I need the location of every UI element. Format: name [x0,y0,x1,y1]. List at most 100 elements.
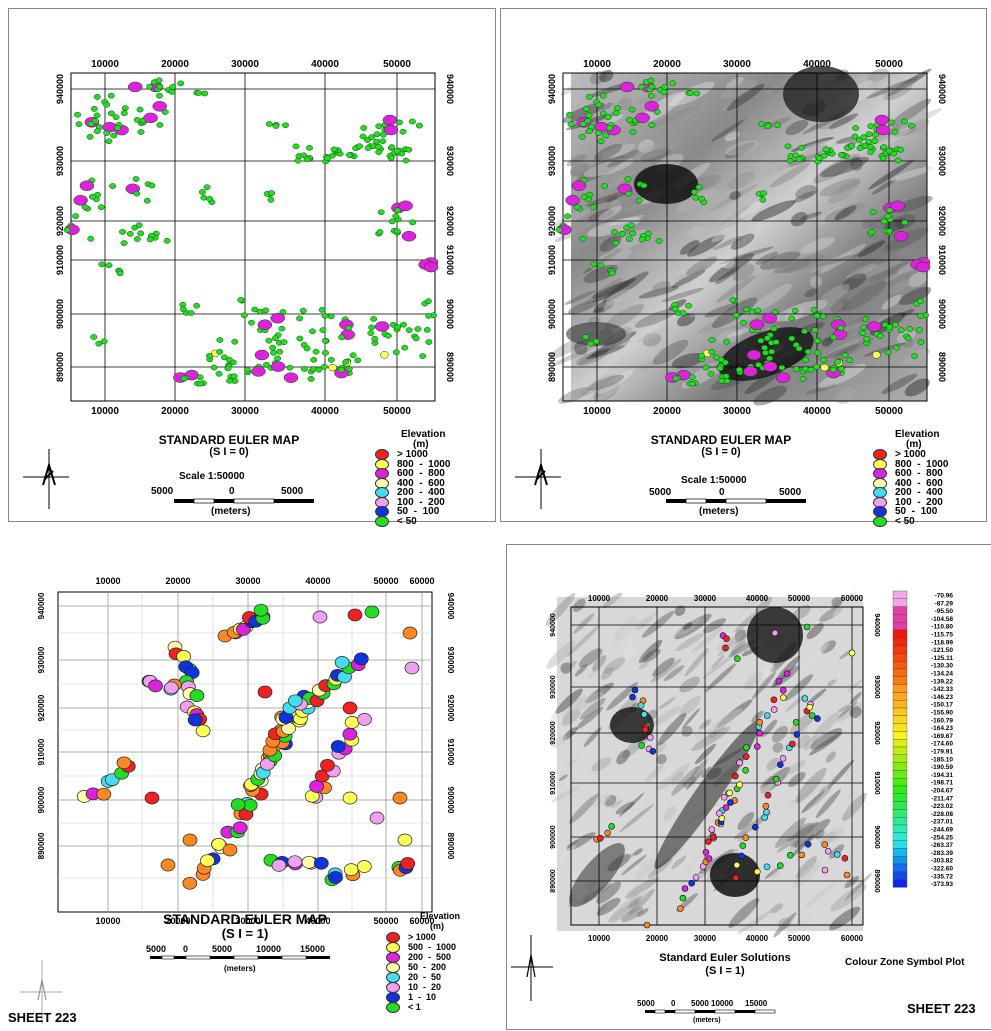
legend-item: 200 - 500 [386,951,456,963]
euler-solution [230,373,238,380]
euler-solution [756,729,764,737]
euler-solution [754,307,762,314]
scale-text: Scale 1:50000 [179,471,245,482]
scale-bar [150,955,330,960]
euler-solution [169,84,177,90]
euler-solution [555,227,563,233]
euler-solution [695,184,703,191]
euler-solution [791,307,799,314]
euler-solution [345,325,353,331]
colour-zone-value: -335.72 [931,873,953,880]
euler-solution [764,123,772,129]
colour-zone-swatch [892,856,908,865]
colour-zone-value: -95.50 [935,608,954,615]
euler-solution [262,307,270,314]
scale-label-2: 5000 [779,487,802,498]
euler-solution [300,366,308,372]
euler-solution [801,328,808,335]
euler-solution [887,119,895,126]
euler-solution [807,366,815,373]
euler-solution [689,380,696,387]
euler-solution [63,227,71,233]
euler-solution [321,312,329,319]
map-frame [70,72,436,402]
euler-solution [267,197,275,203]
euler-solution [754,743,761,750]
scale-unit: (meters) [211,506,251,517]
euler-solution [640,182,648,189]
euler-solution [373,138,381,145]
euler-solution [863,335,871,342]
legend-label: > 1000 [895,449,926,461]
euler-solution [635,112,650,124]
euler-solution [87,121,95,127]
euler-solution [392,349,400,356]
euler-solution [891,128,899,135]
legend-item: 50 - 200 [386,961,456,973]
euler-solution [613,105,621,111]
y-tick-right: 900000 [446,787,455,814]
euler-solution [121,105,129,111]
map-subtitle: (S I = 1) [221,926,269,941]
y-tick-right: 920000 [873,721,880,744]
scale-bar [174,498,314,504]
euler-solution [114,125,122,131]
colour-zone-value: -87.29 [935,600,954,607]
euler-solution [820,363,829,372]
euler-solution [890,200,905,212]
euler-solution [779,687,787,694]
euler-solution [755,361,762,368]
colour-zone-swatch [892,653,908,662]
euler-solution [876,332,884,339]
euler-solution [265,337,273,344]
colour-zone-swatch [892,871,908,880]
colour-zone-swatch [892,863,908,872]
legend-label: 400 - 600 [397,477,445,489]
scale-label-2: 5000 [212,944,233,954]
euler-solution [132,176,140,182]
euler-solution [886,207,894,214]
euler-solution [415,122,423,129]
euler-solution [320,363,328,370]
legend-swatch [386,1001,400,1013]
euler-solution [353,652,369,666]
euler-solution [240,312,248,319]
scale-label-2: 5000 [281,486,304,497]
euler-solution [357,713,372,726]
euler-solution [830,334,838,341]
euler-solution [698,352,705,359]
y-tick-right: 920000 [937,206,947,236]
euler-solution [397,833,413,847]
elevation-legend: > 1000 800 - 1000 600 - 800 400 - 600 200 - … [375,449,450,527]
x-tick-bottom: 40000 [746,934,769,943]
euler-solution [606,125,614,131]
euler-solution [300,152,308,159]
euler-solution [133,236,141,242]
euler-solution [402,626,418,640]
colour-zone-swatch [892,700,908,709]
colour-zone-value: -174.60 [931,741,953,748]
euler-solution [727,799,734,806]
euler-map-si0-plot: 10000 10000 20000 20000 30000 30000 40000 40000… [23,59,455,509]
x-tick-bottom: 40000 [305,916,330,926]
euler-solution [292,143,300,150]
euler-solution [419,353,427,359]
y-tick-left: 940000 [550,613,557,636]
euler-solution [722,644,729,652]
euler-solution [893,344,901,351]
y-tick-right: 900000 [445,299,455,329]
x-tick-bottom: 40000 [311,406,339,417]
panel-euler-map-si0: 10000 10000 20000 20000 30000 30000 40000 40000… [8,8,496,527]
euler-solution [203,184,211,191]
y-tick-left: 920000 [37,694,46,721]
euler-solution [806,703,814,711]
colour-zone-swatch [892,606,908,615]
euler-solution [692,194,700,201]
euler-solution [405,327,413,334]
sheet-label: SHEET 223 [8,1010,77,1025]
euler-solution [833,851,841,858]
y-tick-right: 940000 [937,74,947,104]
euler-solution [604,829,611,837]
euler-solution [821,841,829,849]
euler-solution [206,195,214,202]
